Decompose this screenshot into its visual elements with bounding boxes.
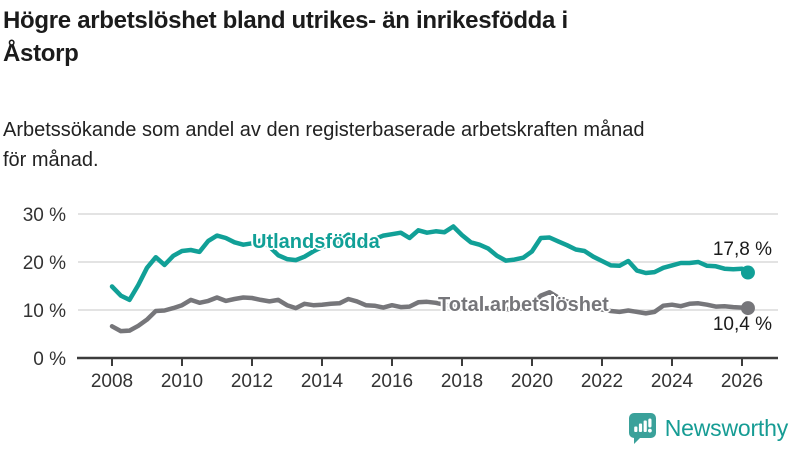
- y-axis-tick-label-20: 20 %: [23, 253, 66, 274]
- newsworthy-logo[interactable]: Newsworthy: [628, 412, 788, 444]
- chart-title: Högre arbetslöshet bland utrikes- än inr…: [3, 4, 793, 70]
- y-axis-tick-label-0: 0 %: [33, 349, 66, 370]
- x-axis-tick-label-2018: 2018: [441, 371, 483, 392]
- x-axis-tick-label-2010: 2010: [161, 371, 203, 392]
- x-axis-tick-label-2012: 2012: [231, 371, 273, 392]
- chart-subtitle: Arbetssökande som andel av den registerb…: [3, 115, 793, 175]
- newsworthy-logo-text: Newsworthy: [664, 414, 788, 441]
- x-axis-tick-label-2016: 2016: [371, 371, 413, 392]
- series-line-0: [109, 224, 751, 303]
- series-end-dot-1: [740, 301, 755, 316]
- x-axis-tick-label-2024: 2024: [651, 371, 694, 392]
- series-line-1: [109, 289, 751, 334]
- y-axis-tick-label-30: 30 %: [23, 205, 66, 226]
- chart-subtitle-line-2: för månad.: [3, 149, 99, 171]
- chart-subtitle-line-1: Arbetssökande som andel av den registerb…: [3, 119, 645, 141]
- y-axis-tick-label-10: 10 %: [23, 301, 66, 322]
- chart-title-line-1: Högre arbetslöshet bland utrikes- än inr…: [3, 7, 568, 34]
- x-axis-tick-label-2022: 2022: [581, 371, 623, 392]
- end-value-label-total: 10,4 %: [712, 314, 772, 335]
- chart-title-line-2: Åstorp: [3, 40, 79, 67]
- x-axis-tick-label-2008: 2008: [91, 371, 133, 392]
- series-label-utlandsfodda: Utlandsfödda: [252, 231, 380, 253]
- end-value-label-utlandsfodda: 17,8 %: [712, 239, 772, 260]
- x-axis-tick-label-2020: 2020: [511, 371, 553, 392]
- x-axis-tick-label-2014: 2014: [301, 371, 344, 392]
- newsworthy-speech-bubble-bar-chart-icon: [628, 412, 657, 444]
- series-label-total-arbetsloshet: Total arbetslöshet: [438, 294, 609, 316]
- series-end-dot-0: [740, 265, 755, 280]
- x-axis-tick-label-2026: 2026: [721, 371, 763, 392]
